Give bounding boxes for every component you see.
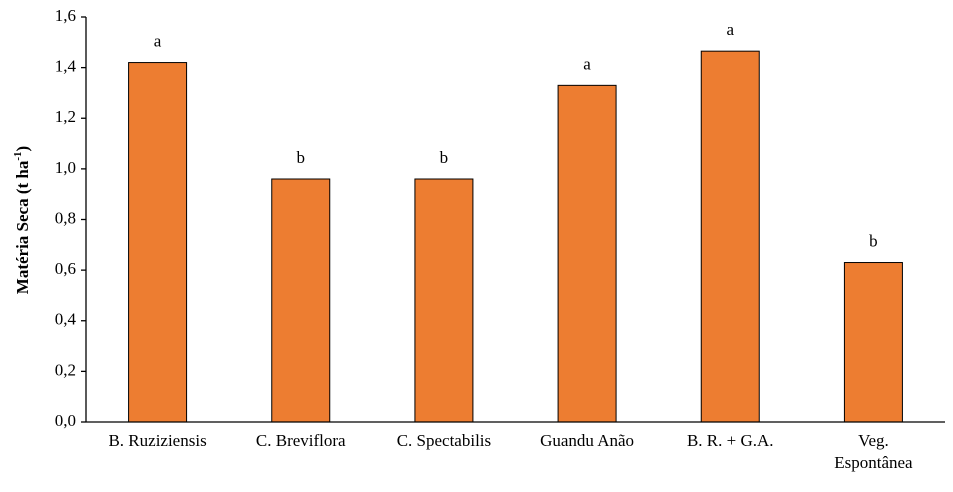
bar-letter: a	[726, 20, 734, 39]
x-tick-label: B. R. + G.A.	[687, 431, 774, 450]
y-tick-label: 1,0	[55, 158, 76, 177]
x-tick-label: C. Spectabilis	[397, 431, 491, 450]
bar	[271, 178, 331, 423]
x-tick-line: Espontânea	[834, 453, 913, 472]
bar	[700, 50, 760, 423]
x-tick-label: Veg. Espontânea	[834, 431, 913, 472]
bar-letter: a	[583, 54, 591, 73]
x-tick-label: Guandu Anão	[540, 431, 634, 450]
bar	[843, 262, 903, 423]
y-tick-label: 0,8	[55, 208, 76, 227]
bar-letter: b	[440, 148, 449, 167]
y-tick-label: 0,2	[55, 360, 76, 379]
bar	[557, 84, 617, 423]
y-axis-label: Matéria Seca (t ha-1)	[12, 146, 32, 294]
bar	[128, 62, 188, 423]
bar-letter: a	[154, 31, 162, 50]
bar	[414, 178, 474, 423]
x-tick-label: B. Ruziziensis	[108, 431, 206, 450]
y-label-sup: -1	[12, 151, 24, 160]
y-tick-label: 1,2	[55, 107, 76, 126]
x-tick-label: C. Breviflora	[256, 431, 346, 450]
bar-letter: b	[297, 148, 306, 167]
bar-letter: b	[869, 231, 878, 250]
x-tick-line: Veg.	[858, 431, 889, 450]
y-tick-label: 0,6	[55, 259, 76, 278]
y-tick-label: 0,0	[55, 411, 76, 430]
y-tick-label: 1,6	[55, 6, 76, 25]
y-label-end: )	[13, 146, 32, 152]
y-tick-label: 1,4	[55, 57, 77, 76]
y-tick-label: 0,4	[55, 310, 77, 329]
y-label-text: Matéria Seca (t ha	[13, 160, 32, 294]
